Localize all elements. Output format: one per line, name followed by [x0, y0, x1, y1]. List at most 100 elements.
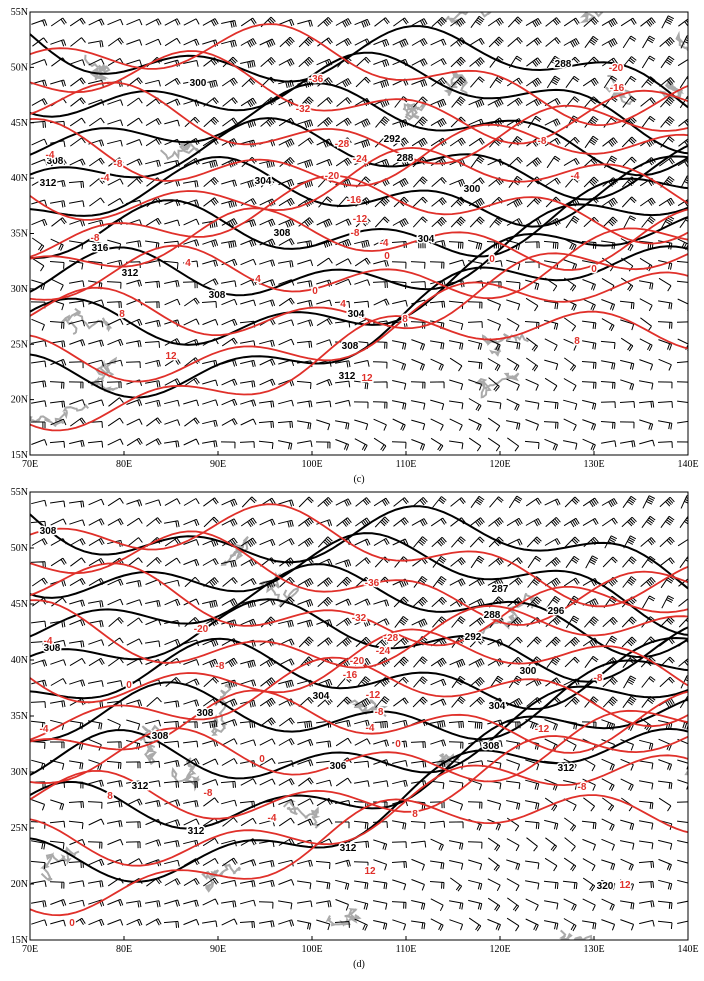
border	[443, 70, 468, 97]
border	[60, 307, 113, 335]
red-contour-label: 12	[165, 351, 177, 362]
red-contour-label: -4	[268, 813, 277, 824]
lat-label: 40N	[11, 655, 28, 666]
contour	[30, 81, 688, 165]
black-contour-label: 304	[313, 691, 330, 702]
contour	[30, 51, 688, 155]
contour	[30, 727, 688, 883]
contour	[30, 252, 688, 336]
contour	[30, 754, 688, 867]
red-contour-label: -4	[40, 724, 49, 735]
contour	[30, 698, 688, 830]
contour	[30, 155, 688, 228]
contour	[30, 659, 688, 742]
black-contour-label: 308	[209, 290, 226, 301]
black-contour-label: 320	[597, 881, 614, 892]
border	[282, 798, 321, 829]
contour	[30, 685, 688, 780]
border	[684, 769, 688, 782]
red-contour-label: -8	[538, 136, 547, 147]
red-contour-label: 8	[119, 309, 125, 320]
lat-label: 25N	[11, 339, 28, 350]
black-contour-label: 308	[342, 341, 359, 352]
red-contour-label: -8	[204, 788, 213, 799]
black-contour-label: 308	[152, 731, 169, 742]
red-contour-label: 0	[126, 680, 132, 691]
contour	[30, 505, 688, 590]
lat-label: 25N	[11, 823, 28, 834]
contour	[30, 216, 688, 346]
contour	[30, 117, 688, 201]
black-contour-label: 300	[190, 78, 207, 89]
red-contour-label: -32	[352, 613, 367, 624]
lon-label: 80E	[116, 944, 132, 955]
black-contour-label: 312	[339, 371, 356, 382]
lat-label: 50N	[11, 62, 28, 73]
red-contour-label: -16	[347, 195, 362, 206]
border	[474, 372, 520, 399]
black-contour-label: 292	[384, 134, 401, 145]
wind-barbs	[30, 15, 688, 452]
black-contour-label: 308	[274, 228, 291, 239]
border	[30, 403, 90, 428]
contour	[30, 203, 688, 297]
black-contour-label: 300	[464, 184, 481, 195]
black-contour-label: 312	[122, 268, 139, 279]
red-contour-label: 8	[402, 314, 408, 325]
lat-label: 45N	[11, 118, 28, 129]
red-contour-label: -4	[101, 173, 110, 184]
black-contour-label: 304	[489, 701, 506, 712]
contour	[30, 532, 688, 636]
lat-label: 15N	[11, 935, 28, 946]
red-contour-label: -12	[366, 690, 381, 701]
red-contour-label: 0	[259, 754, 265, 765]
panel-label: (d)	[353, 959, 365, 970]
lat-label: 55N	[11, 487, 28, 498]
red-contour-label: -28	[335, 139, 350, 150]
red-contour-label: -24	[353, 154, 368, 165]
contour	[30, 23, 688, 127]
contour	[30, 599, 688, 669]
contour	[30, 227, 688, 301]
black-contour-label: 308	[40, 526, 57, 537]
red-contour-label: -12	[353, 214, 368, 225]
black-contour-label: 296	[548, 606, 565, 617]
contour	[30, 310, 688, 432]
black-contour-label: 288	[397, 153, 414, 164]
red-contour-label: -28	[384, 633, 399, 644]
lon-label: 90E	[210, 459, 226, 470]
contour	[30, 563, 688, 659]
lat-label: 20N	[11, 879, 28, 890]
red-contour-label: 12	[619, 880, 631, 891]
red-contour-label: 0	[395, 739, 401, 750]
red-contour-label: 8	[412, 809, 418, 820]
contour	[30, 174, 688, 258]
contour	[30, 689, 688, 754]
red-contour-label: -8	[216, 661, 225, 672]
lat-label: 35N	[11, 711, 28, 722]
contour	[30, 656, 688, 741]
black-contour-label: 304	[348, 309, 365, 320]
contour	[30, 709, 688, 785]
black-contour-label: 308	[197, 708, 214, 719]
contour	[30, 530, 688, 626]
red-contour-label: 0	[312, 286, 318, 297]
lon-label: 120E	[489, 459, 510, 470]
red-contour-label: -32	[296, 104, 311, 115]
red-contour-label: -4	[366, 723, 375, 734]
lon-label: 140E	[677, 944, 698, 955]
border	[347, 696, 388, 718]
red-contour-label: 12	[364, 866, 376, 877]
border	[605, 74, 637, 106]
black-contour-label: 304	[418, 234, 435, 245]
black-contour-label: 312	[132, 781, 149, 792]
contour	[30, 117, 688, 187]
contour	[30, 794, 688, 917]
red-contour-label: -4	[380, 238, 389, 249]
red-contour-label: -20	[194, 624, 209, 635]
border	[559, 929, 593, 940]
lon-label: 130E	[583, 944, 604, 955]
red-contour-label: -20	[350, 656, 365, 667]
red-contour-label: -20	[325, 171, 340, 182]
red-contour-label: -8	[91, 233, 100, 244]
